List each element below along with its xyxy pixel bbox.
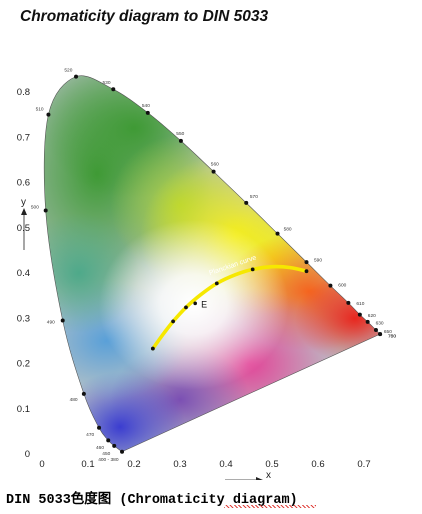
wavelength-marker — [373, 328, 378, 333]
wavelength-marker — [111, 87, 116, 92]
white-point-label: E — [201, 299, 207, 309]
y-arrow-head — [21, 208, 27, 215]
wavelength-label: 540 — [142, 103, 150, 109]
y-tick-label: 0.6 — [17, 178, 30, 189]
wavelength-label: 500 — [31, 204, 39, 210]
figure-caption: DIN 5033色度图 (Chromaticity diagram) — [6, 493, 298, 508]
y-tick-label: 0.8 — [17, 87, 30, 98]
wavelength-label: 460 — [96, 445, 104, 451]
wavelength-marker — [275, 231, 280, 236]
white-point: E — [193, 299, 207, 309]
wavelength-label: 570 — [250, 194, 258, 200]
chart-svg: 0 0.1 0.2 0.3 0.4 0.5 0.6 0.7 0.1 0.2 0.3 0.4 0.5 0.6… — [17, 68, 396, 480]
wavelength-label: 590 — [314, 257, 322, 263]
wavelength-label: 480 — [70, 397, 78, 403]
planckian-marker — [304, 269, 309, 274]
wavelength-marker — [46, 112, 51, 117]
wavelength-label: 630 — [376, 321, 384, 327]
wavelength-label: 510 — [36, 106, 44, 112]
wavelength-marker — [357, 312, 362, 317]
wavelength-marker — [365, 319, 370, 324]
wavelength-label: 610 — [356, 301, 364, 307]
y-axis-label: y — [21, 197, 26, 208]
x-tick-label: 0.1 — [81, 459, 94, 470]
wavelength-label: 650 — [384, 329, 392, 335]
wavelength-label: 560 — [211, 162, 219, 168]
wavelength-label: 470 — [86, 432, 94, 438]
wavelength-marker — [346, 300, 351, 305]
y-tick-label: 0.4 — [17, 268, 30, 279]
wavelength-marker — [211, 169, 216, 174]
wavelength-marker — [81, 391, 86, 396]
wavelength-marker — [145, 110, 150, 115]
chromaticity-fill — [44, 75, 381, 452]
spellcheck-underline — [224, 505, 316, 508]
wavelength-marker — [178, 138, 183, 143]
wavelength-label: 520 — [64, 68, 72, 74]
wavelength-marker — [304, 260, 309, 265]
wavelength-marker — [328, 283, 333, 288]
wavelength-label: 580 — [284, 227, 292, 233]
planckian-marker — [214, 281, 219, 286]
chromaticity-chart: Chromaticity diagram to DIN 5033 — [17, 8, 396, 480]
y-tick-label: 0.5 — [17, 223, 30, 234]
x-tick-label: 0.5 — [265, 459, 278, 470]
y-tick-label: 0.3 — [17, 313, 30, 324]
wavelength-marker — [43, 208, 48, 213]
wavelength-marker — [97, 425, 102, 430]
wavelength-marker — [106, 438, 111, 443]
axis-ticks: 0 0.1 0.2 0.3 0.4 0.5 0.6 0.7 0.1 0.2 0.3 0.4 0.5 0.6… — [17, 87, 371, 470]
wavelength-label: 530 — [102, 80, 110, 86]
spectral-locus-outline — [43, 75, 381, 453]
planckian-marker — [150, 346, 155, 351]
y-zero-label: 0 — [25, 449, 30, 460]
planckian-marker — [250, 267, 255, 272]
x-tick-label: 0.7 — [357, 459, 370, 470]
wavelength-label: 750 — [388, 333, 396, 339]
wavelength-label: 450 — [102, 451, 110, 457]
wavelength-label: 700 — [388, 333, 396, 339]
wavelength-label: 600 — [338, 283, 346, 289]
x-axis-label: x — [266, 470, 271, 480]
wavelength-marker — [112, 443, 117, 448]
y-tick-label: 0.7 — [17, 132, 30, 143]
y-tick-label: 0.2 — [17, 359, 30, 370]
axis-labels: yx — [21, 197, 271, 480]
white-point-marker — [193, 301, 197, 306]
x-tick-label: 0 — [39, 459, 44, 470]
wavelength-label: 550 — [176, 131, 184, 137]
y-tick-label: 0.1 — [17, 404, 30, 415]
wavelength-marker — [74, 74, 79, 79]
wavelength-label: 490 — [47, 320, 55, 326]
planckian-marker — [171, 319, 176, 324]
x-tick-label: 0.3 — [173, 459, 186, 470]
x-tick-label: 0.4 — [219, 459, 232, 470]
chart-title: Chromaticity diagram to DIN 5033 — [20, 8, 269, 25]
x-tick-label: 0.6 — [311, 459, 324, 470]
wavelength-marker — [378, 332, 383, 337]
wavelength-marker — [120, 449, 125, 454]
wavelength-label: 400 - 380 — [98, 457, 119, 463]
wavelength-marker — [244, 200, 249, 205]
planckian-marker — [184, 305, 188, 310]
x-tick-label: 0.2 — [127, 459, 140, 470]
wavelength-marker — [60, 318, 65, 323]
x-arrow-head — [256, 477, 263, 480]
wavelength-label: 620 — [368, 313, 376, 319]
